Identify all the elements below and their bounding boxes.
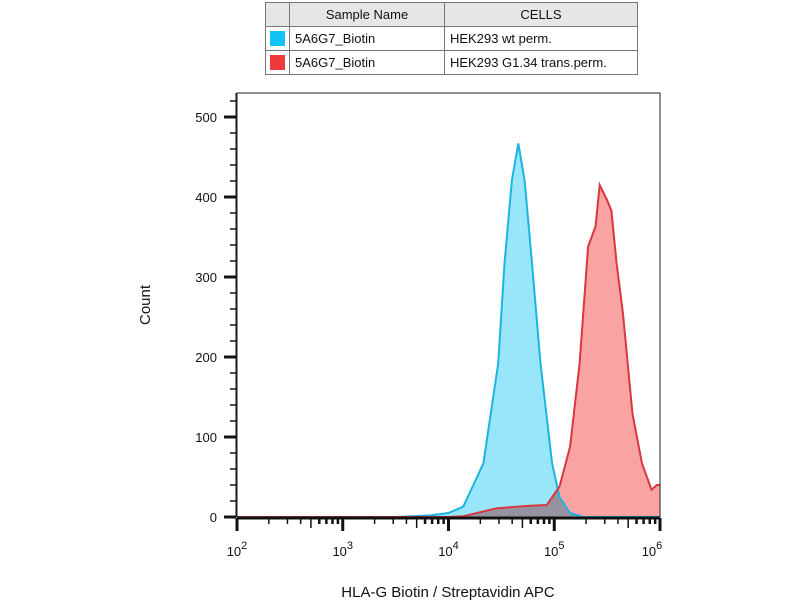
legend-cells: HEK293 G1.34 trans.perm.: [444, 50, 638, 75]
y-tick-label: 300: [195, 270, 217, 285]
y-tick-label: 100: [195, 430, 217, 445]
y-tick-label: 200: [195, 350, 217, 365]
legend-row: 5A6G7_Biotin HEK293 wt perm.: [265, 26, 638, 51]
legend-sample: 5A6G7_Biotin: [289, 50, 445, 75]
x-tick-label: 104: [438, 540, 459, 559]
x-tick-label: 103: [332, 540, 353, 559]
legend-table: Sample Name CELLS 5A6G7_Biotin HEK293 wt…: [265, 2, 638, 75]
x-tick-label: 102: [227, 540, 248, 559]
plot-area: [237, 143, 660, 518]
legend-header-swatch: [265, 2, 290, 27]
y-tick-label: 0: [210, 510, 217, 525]
axes: 0 100 200 300 400 500 102 103 104 105 106: [195, 93, 662, 559]
legend-swatch-blue: [270, 31, 285, 46]
x-tick-label: 105: [544, 540, 565, 559]
series-line-red: [237, 181, 660, 518]
series-line-blue: [237, 143, 660, 518]
legend-cells: HEK293 wt perm.: [444, 26, 638, 51]
legend-header-cells: CELLS: [444, 2, 638, 27]
x-tick-label: 106: [642, 540, 663, 559]
series-area-red: [237, 185, 660, 517]
x-axis-title: HLA-G Biotin / Streptavidin APC: [341, 584, 555, 600]
legend-swatch-red: [270, 55, 285, 70]
y-tick-label: 400: [195, 190, 217, 205]
y-axis-title: Count: [137, 284, 154, 325]
legend-row: 5A6G7_Biotin HEK293 G1.34 trans.perm.: [265, 50, 638, 75]
y-tick-label: 500: [195, 110, 217, 125]
